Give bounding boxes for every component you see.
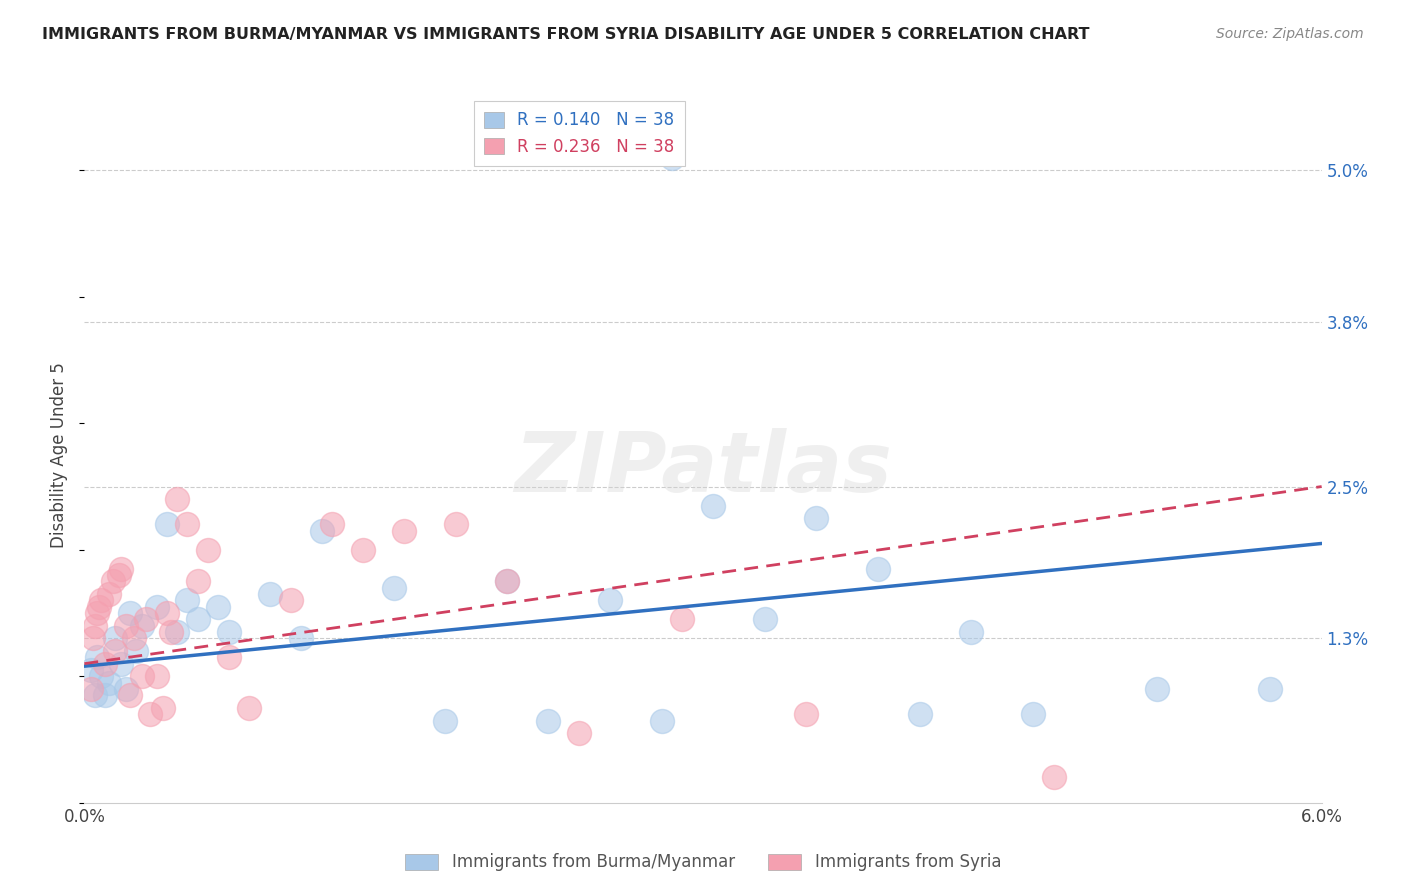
Point bbox=[908, 707, 931, 722]
Point bbox=[83, 618, 105, 632]
Text: Source: ZipAtlas.com: Source: ZipAtlas.com bbox=[1216, 27, 1364, 41]
Point bbox=[79, 681, 101, 696]
Point bbox=[94, 657, 117, 671]
Point bbox=[434, 714, 457, 728]
Point bbox=[114, 618, 136, 632]
Point bbox=[131, 618, 153, 632]
Point bbox=[311, 524, 333, 538]
Point bbox=[79, 663, 101, 677]
Text: ZIPatlas: ZIPatlas bbox=[515, 428, 891, 509]
Point bbox=[122, 632, 145, 646]
Point bbox=[537, 714, 560, 728]
Point bbox=[125, 644, 148, 658]
Point bbox=[176, 593, 198, 607]
Point bbox=[352, 542, 374, 557]
Point bbox=[160, 625, 183, 640]
Point bbox=[599, 593, 621, 607]
Point bbox=[110, 562, 132, 576]
Point bbox=[94, 688, 117, 702]
Point bbox=[806, 511, 828, 525]
Point bbox=[90, 593, 112, 607]
Point bbox=[166, 492, 188, 507]
Point bbox=[754, 612, 776, 626]
Point bbox=[87, 599, 110, 614]
Point bbox=[218, 650, 240, 665]
Point bbox=[82, 632, 104, 646]
Point bbox=[868, 562, 890, 576]
Point bbox=[166, 625, 188, 640]
Point bbox=[382, 581, 405, 595]
Point bbox=[90, 669, 112, 683]
Legend: Immigrants from Burma/Myanmar, Immigrants from Syria: Immigrants from Burma/Myanmar, Immigrant… bbox=[398, 847, 1008, 878]
Point bbox=[114, 681, 136, 696]
Point bbox=[176, 517, 198, 532]
Point bbox=[135, 612, 157, 626]
Point bbox=[960, 625, 983, 640]
Point bbox=[98, 587, 121, 601]
Point bbox=[118, 688, 141, 702]
Point bbox=[1146, 681, 1168, 696]
Point bbox=[187, 574, 209, 589]
Point bbox=[187, 612, 209, 626]
Point bbox=[1258, 681, 1281, 696]
Point bbox=[98, 675, 121, 690]
Point bbox=[794, 707, 817, 722]
Point bbox=[131, 669, 153, 683]
Point bbox=[444, 517, 467, 532]
Point bbox=[118, 606, 141, 620]
Point bbox=[238, 701, 260, 715]
Point bbox=[104, 632, 127, 646]
Point bbox=[568, 726, 591, 740]
Point bbox=[702, 499, 724, 513]
Point bbox=[104, 644, 127, 658]
Text: IMMIGRANTS FROM BURMA/MYANMAR VS IMMIGRANTS FROM SYRIA DISABILITY AGE UNDER 5 CO: IMMIGRANTS FROM BURMA/MYANMAR VS IMMIGRA… bbox=[42, 27, 1090, 42]
Point bbox=[139, 707, 162, 722]
Point bbox=[651, 714, 673, 728]
Point bbox=[1022, 707, 1045, 722]
Point bbox=[392, 524, 415, 538]
Point bbox=[259, 587, 281, 601]
Point bbox=[661, 151, 683, 165]
Point bbox=[207, 599, 229, 614]
Point bbox=[108, 568, 131, 582]
Point bbox=[152, 701, 174, 715]
Point bbox=[197, 542, 219, 557]
Point bbox=[1042, 771, 1064, 785]
Point bbox=[103, 574, 125, 589]
Point bbox=[145, 669, 167, 683]
Point bbox=[156, 606, 179, 620]
Point bbox=[86, 606, 108, 620]
Point bbox=[156, 517, 179, 532]
Point bbox=[290, 632, 312, 646]
Point bbox=[145, 599, 167, 614]
Point bbox=[496, 574, 519, 589]
Y-axis label: Disability Age Under 5: Disability Age Under 5 bbox=[51, 362, 69, 548]
Point bbox=[218, 625, 240, 640]
Point bbox=[321, 517, 343, 532]
Point bbox=[83, 688, 105, 702]
Point bbox=[86, 650, 108, 665]
Point bbox=[110, 657, 132, 671]
Point bbox=[496, 574, 519, 589]
Point bbox=[280, 593, 302, 607]
Point bbox=[671, 612, 693, 626]
